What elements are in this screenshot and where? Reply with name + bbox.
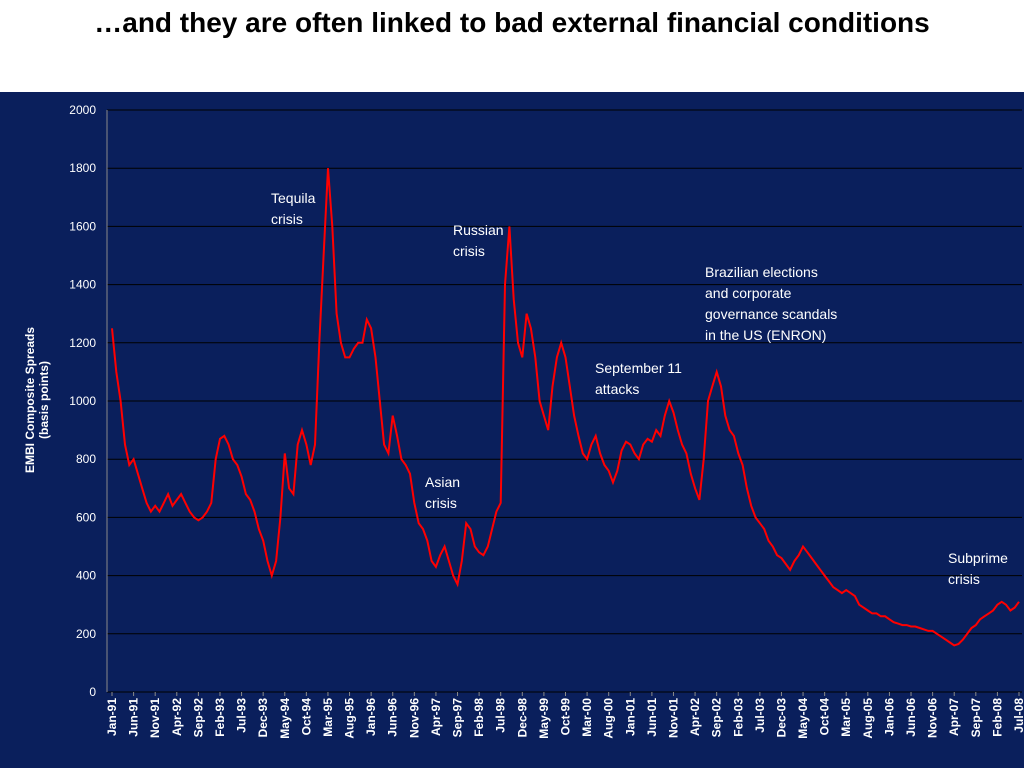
- data-line: [111, 168, 1020, 647]
- annotation: crisis: [453, 243, 485, 259]
- annotation: September 11: [595, 360, 682, 376]
- x-tick-label: Jun-91: [127, 698, 141, 737]
- x-tick-label: Jan-91: [105, 698, 119, 736]
- y-tick-label: 1400: [69, 278, 96, 292]
- x-tick-label: Feb-03: [731, 698, 745, 737]
- x-tick-label: Jan-01: [623, 698, 637, 736]
- x-tick-label: Sep-07: [969, 698, 983, 738]
- x-tick-label: Nov-96: [407, 698, 421, 738]
- annotation: and corporate: [705, 285, 792, 301]
- x-tick-label: Apr-07: [947, 698, 961, 736]
- x-tick-label: Nov-01: [666, 698, 680, 738]
- x-tick-label: Jan-06: [882, 698, 896, 736]
- annotation: crisis: [948, 571, 980, 587]
- annotation: Asian: [425, 474, 460, 490]
- x-tick-label: Jul-08: [1012, 698, 1024, 733]
- x-tick-label: Jul-93: [235, 698, 249, 733]
- x-tick-label: Mar-05: [839, 698, 853, 737]
- annotation: attacks: [595, 381, 639, 397]
- x-tick-label: Mar-00: [580, 698, 594, 737]
- y-tick-label: 200: [76, 627, 96, 641]
- y-tick-label: 2000: [69, 103, 96, 117]
- x-tick-label: Aug-95: [343, 698, 357, 739]
- x-tick-label: Sep-02: [710, 698, 724, 738]
- y-axis-label: (basis points): [37, 361, 51, 439]
- x-tick-label: Apr-92: [170, 698, 184, 736]
- annotation: Tequila: [271, 190, 316, 206]
- x-tick-label: Feb-98: [472, 698, 486, 737]
- y-tick-label: 1800: [69, 161, 96, 175]
- annotation: crisis: [271, 211, 303, 227]
- x-tick-label: Oct-94: [299, 698, 313, 736]
- y-tick-label: 1000: [69, 394, 96, 408]
- x-tick-label: Mar-95: [321, 698, 335, 737]
- x-tick-label: Sep-92: [191, 698, 205, 738]
- x-tick-label: Jul-03: [753, 698, 767, 733]
- x-tick-label: Apr-97: [429, 698, 443, 736]
- x-tick-label: Feb-08: [990, 698, 1004, 737]
- x-tick-label: Jun-06: [904, 698, 918, 737]
- annotation: in the US (ENRON): [705, 327, 826, 343]
- x-tick-label: May-94: [278, 698, 292, 739]
- x-tick-label: Apr-02: [688, 698, 702, 736]
- x-tick-label: Jun-96: [386, 698, 400, 737]
- x-tick-label: Dec-98: [515, 698, 529, 738]
- x-tick-label: Jun-01: [645, 698, 659, 737]
- y-tick-label: 800: [76, 452, 96, 466]
- chart-background: [0, 92, 1024, 768]
- x-tick-label: Nov-91: [148, 698, 162, 738]
- y-tick-label: 0: [89, 685, 96, 699]
- x-tick-label: Feb-93: [213, 698, 227, 737]
- x-tick-label: Jan-96: [364, 698, 378, 736]
- annotation: Brazilian elections: [705, 264, 818, 280]
- y-tick-label: 1600: [69, 219, 96, 233]
- chart-title: …and they are often linked to bad extern…: [94, 7, 930, 38]
- annotation: Russian: [453, 222, 504, 238]
- annotation: crisis: [425, 495, 457, 511]
- x-tick-label: Oct-04: [818, 698, 832, 736]
- y-tick-label: 1200: [69, 336, 96, 350]
- x-tick-label: Dec-93: [256, 698, 270, 738]
- annotation: governance scandals: [705, 306, 837, 322]
- x-tick-label: Dec-03: [774, 698, 788, 738]
- x-tick-label: May-99: [537, 698, 551, 739]
- annotation: Subprime: [948, 550, 1008, 566]
- x-tick-label: Nov-06: [926, 698, 940, 738]
- x-tick-label: Jul-98: [494, 698, 508, 733]
- y-tick-label: 600: [76, 510, 96, 524]
- x-tick-label: Aug-05: [861, 698, 875, 739]
- y-axis-label: EMBI Composite Spreads: [23, 327, 37, 473]
- y-tick-label: 400: [76, 569, 96, 583]
- x-tick-label: Aug-00: [602, 698, 616, 739]
- x-tick-label: May-04: [796, 698, 810, 739]
- x-tick-label: Sep-97: [451, 698, 465, 738]
- x-tick-label: Oct-99: [559, 698, 573, 736]
